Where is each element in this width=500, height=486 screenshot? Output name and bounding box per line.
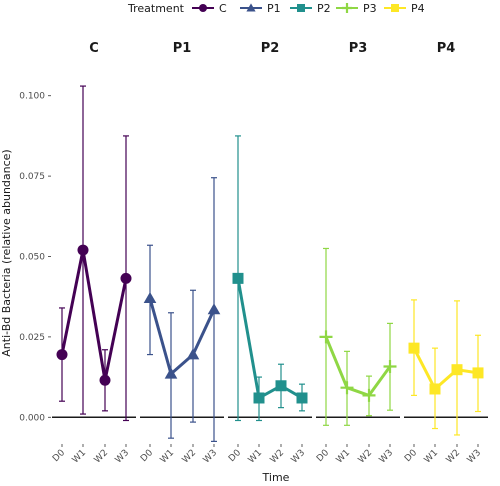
x-tick-label: W2 (357, 448, 374, 465)
x-tick-label: W2 (445, 448, 462, 465)
data-point-p3-d0 (319, 330, 333, 344)
y-tick-label: 0.100 (19, 92, 45, 102)
x-tick-label: D0 (139, 448, 155, 464)
x-tick-label: D0 (315, 448, 331, 464)
facet-label-p1: P1 (173, 41, 192, 56)
legend-key-marker-p4 (391, 4, 399, 12)
x-tick-label: W3 (378, 448, 395, 465)
data-point-p3-w1 (340, 381, 354, 395)
data-point-c-w2 (99, 374, 111, 386)
x-axis-title: Time (262, 471, 290, 484)
x-tick-label: D0 (227, 448, 243, 464)
series-line-c (60, 248, 128, 382)
x-tick-label: D0 (403, 448, 419, 464)
x-tick-label: W2 (181, 448, 198, 465)
data-point-p1-d0 (143, 291, 157, 304)
data-point-p1-w2 (186, 348, 200, 360)
legend-title: Treatment (127, 2, 185, 15)
facet-label-c: C (89, 41, 99, 56)
y-axis-title: Anti-Bd Bacteria (relative abundance) (0, 149, 13, 356)
facet-panel-p1: P1 D0 W1 W2 W3 (139, 41, 224, 465)
x-tick-label: W1 (423, 448, 440, 465)
data-point-c-w3 (120, 272, 132, 284)
data-point-p1-w3 (207, 303, 221, 315)
x-tick-label: W1 (159, 448, 176, 465)
facet-panel-c: C D0 W1 W2 W3 (51, 41, 136, 465)
series-line-p4 (412, 347, 479, 391)
legend-label-p3: P3 (363, 2, 377, 15)
data-point-p3-w2 (362, 388, 376, 402)
data-point-p2-d0 (232, 272, 244, 284)
legend-label-p1: P1 (267, 2, 281, 15)
x-tick-label: W3 (114, 448, 131, 465)
data-point-p1-w1 (164, 367, 178, 379)
legend-key-marker-c (199, 4, 207, 12)
data-point-p4-w1 (429, 383, 441, 395)
facet-panel-p3: P3 D0 W1 W2 W3 (315, 41, 400, 465)
series-line-p3 (324, 336, 392, 397)
x-tick-label: W1 (335, 448, 352, 465)
legend-label-c: C (219, 2, 227, 15)
facet-label-p2: P2 (261, 41, 280, 56)
y-axis: 0.000 0.025 0.050 0.075 0.100 (19, 92, 51, 423)
legend: Treatment C P1 P2 P3 P4 (127, 2, 425, 15)
facet-panel-p4: P4 D0 W1 W2 W3 (403, 41, 488, 465)
x-tick-label: W3 (290, 448, 307, 465)
series-line-p1 (148, 297, 216, 376)
legend-label-p4: P4 (411, 2, 425, 15)
legend-key-marker-p3 (342, 3, 352, 13)
data-point-p2-w3 (296, 392, 308, 404)
y-tick-label: 0.050 (19, 253, 45, 263)
data-point-p2-w1 (253, 392, 265, 404)
data-point-p3-w3 (383, 359, 397, 373)
x-tick-label: W3 (202, 448, 219, 465)
legend-key-marker-p1 (246, 3, 256, 12)
series-line-p2 (236, 278, 303, 400)
facet-label-p3: P3 (349, 41, 368, 56)
x-tick-label: W1 (71, 448, 88, 465)
data-point-p4-d0 (408, 342, 420, 354)
x-tick-label: W1 (247, 448, 264, 465)
facet-label-p4: P4 (437, 41, 456, 56)
x-tick-label: D0 (51, 448, 67, 464)
data-point-p4-w2 (451, 364, 463, 376)
data-point-p4-w3 (472, 367, 484, 379)
x-tick-label: W3 (466, 448, 483, 465)
data-point-p2-w2 (275, 380, 287, 392)
x-tick-label: W2 (269, 448, 286, 465)
x-tick-label: W2 (93, 448, 110, 465)
y-tick-label: 0.025 (19, 333, 45, 343)
legend-label-p2: P2 (317, 2, 331, 15)
y-tick-label: 0.075 (19, 172, 45, 182)
data-point-c-w1 (77, 244, 89, 256)
y-tick-label: 0.000 (19, 413, 45, 423)
facet-panel-p2: P2 D0 W1 W2 W3 (227, 41, 312, 465)
legend-key-marker-p2 (297, 4, 305, 12)
data-point-c-d0 (56, 349, 68, 361)
